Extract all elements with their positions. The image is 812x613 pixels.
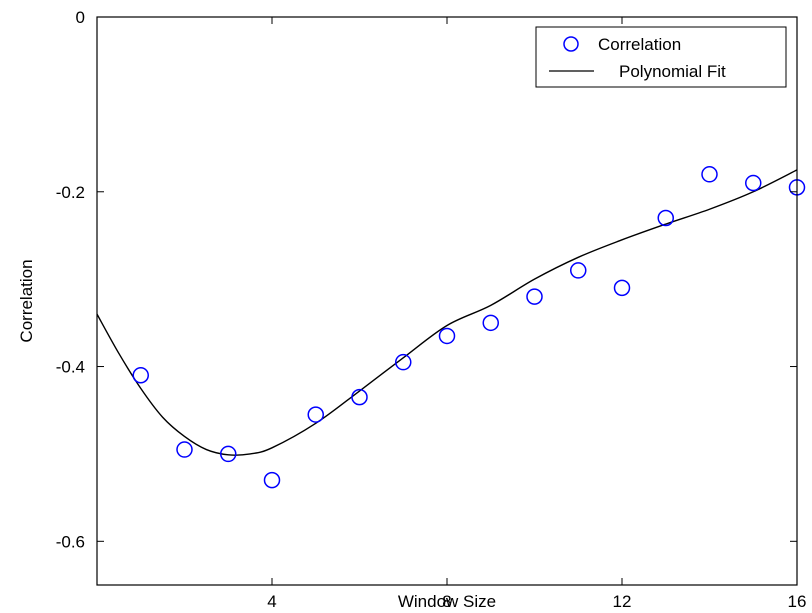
series-line-polynomial-fit (96, 169, 798, 456)
data-point (176, 441, 193, 458)
data-point (438, 327, 456, 345)
axes: 4 8 12 16 0 -0.2 -0.4 -0.6 (56, 8, 807, 611)
y-tick-label: -0.4 (56, 358, 85, 377)
y-tick-label: 0 (76, 8, 85, 27)
data-point (132, 367, 149, 384)
data-point (613, 279, 631, 297)
legend-marker-correlation (563, 36, 579, 52)
x-tick-label: 12 (613, 592, 632, 611)
legend-label-correlation: Correlation (598, 35, 681, 54)
data-point (526, 288, 543, 305)
data-point (263, 471, 281, 489)
data-point (307, 406, 324, 423)
x-tick-label: 4 (267, 592, 276, 611)
plot-area (96, 166, 806, 489)
y-tick-label: -0.2 (56, 183, 85, 202)
data-point (482, 314, 499, 332)
x-tick-label: 8 (442, 592, 451, 611)
x-axis-label: Window Size (398, 592, 496, 611)
data-point (745, 174, 762, 192)
data-point (220, 445, 237, 463)
legend: Correlation Polynomial Fit (535, 26, 787, 88)
y-tick-label: -0.6 (56, 532, 85, 551)
x-tick-label: 16 (788, 592, 807, 611)
data-point (395, 353, 412, 371)
axes-frame (96, 16, 798, 586)
data-point (701, 166, 718, 183)
y-axis-label: Correlation (17, 259, 36, 342)
data-point (570, 262, 587, 279)
legend-box (535, 26, 787, 88)
data-point (351, 388, 368, 406)
legend-label-polynomial-fit: Polynomial Fit (619, 62, 726, 81)
data-point (657, 209, 674, 227)
